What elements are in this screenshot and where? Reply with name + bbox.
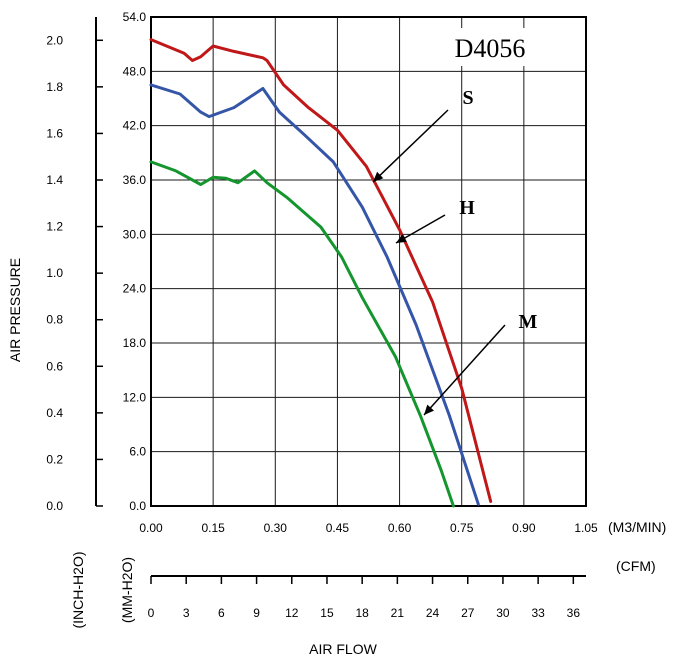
cfm-tick-label-1: 3 xyxy=(183,606,190,620)
inch-tick-label-7: 1.4 xyxy=(46,173,63,187)
mm-tick-label-7: 42.0 xyxy=(123,119,147,133)
inch-tick-label-9: 1.8 xyxy=(46,80,63,94)
series-label-h: H xyxy=(459,197,475,219)
mm-tick-label-6: 36.0 xyxy=(123,173,147,187)
cfm-tick-label-12: 36 xyxy=(567,606,581,620)
inch-tick-label-5: 1.0 xyxy=(46,266,63,280)
m3-tick-label-7: 1.05 xyxy=(574,521,598,535)
cfm-tick-label-0: 0 xyxy=(148,606,155,620)
label-arrow-line-s xyxy=(372,109,449,183)
inch-h2o-unit: (INCH-H2O) xyxy=(70,552,86,629)
mm-tick-label-4: 24.0 xyxy=(123,282,147,296)
cfm-axis-unit: (CFM) xyxy=(616,558,656,574)
inch-tick-label-4: 0.8 xyxy=(46,313,63,327)
cfm-tick-label-3: 9 xyxy=(253,606,260,620)
air-flow-title: AIR FLOW xyxy=(309,641,377,657)
cfm-tick-label-5: 15 xyxy=(320,606,334,620)
m3-tick-label-6: 0.90 xyxy=(512,521,536,535)
mm-tick-label-3: 18.0 xyxy=(123,336,147,350)
series-label-s: S xyxy=(462,87,473,109)
cfm-tick-label-11: 33 xyxy=(531,606,545,620)
mm-tick-label-2: 12.0 xyxy=(123,390,147,404)
mm-tick-label-9: 54.0 xyxy=(123,10,147,24)
label-arrow-line-m xyxy=(423,324,506,416)
inch-tick-label-3: 0.6 xyxy=(46,359,63,373)
chart-title: D4056 xyxy=(455,34,526,63)
series-label-m: M xyxy=(519,311,538,333)
label-arrow-head-h xyxy=(396,234,407,243)
m3-tick-label-4: 0.60 xyxy=(388,521,412,535)
cfm-tick-label-8: 24 xyxy=(426,606,440,620)
air-pressure-title: AIR PRESSURE xyxy=(7,258,23,362)
series-line-h xyxy=(149,83,480,506)
inch-tick-label-6: 1.2 xyxy=(46,220,63,234)
mm-tick-label-1: 6.0 xyxy=(129,445,146,459)
cfm-tick-label-10: 30 xyxy=(496,606,510,620)
mm-tick-label-8: 48.0 xyxy=(123,64,147,78)
m3-tick-label-2: 0.30 xyxy=(264,521,288,535)
cfm-tick-label-4: 12 xyxy=(285,606,299,620)
label-arrow-head-s xyxy=(373,171,384,182)
m3-tick-label-0: 0.00 xyxy=(139,521,163,535)
inch-tick-label-8: 1.6 xyxy=(46,126,63,140)
label-arrow-head-m xyxy=(424,404,434,415)
inch-tick-label-1: 0.2 xyxy=(46,452,63,466)
cfm-tick-label-9: 27 xyxy=(461,606,475,620)
inch-tick-label-2: 0.4 xyxy=(46,406,63,420)
mm-tick-label-0: 0.0 xyxy=(129,499,146,513)
cfm-tick-label-7: 21 xyxy=(391,606,405,620)
m3-tick-label-3: 0.45 xyxy=(326,521,350,535)
plot-frame xyxy=(150,16,587,507)
inch-tick-label-0: 0.0 xyxy=(46,499,63,513)
mm-h2o-unit: (MM-H2O) xyxy=(119,557,135,623)
m3-axis-unit: (M3/MIN) xyxy=(608,519,666,535)
series-line-m xyxy=(149,160,455,508)
title-backdrop xyxy=(437,28,542,66)
cfm-tick-label-6: 18 xyxy=(355,606,369,620)
cfm-tick-label-2: 6 xyxy=(218,606,225,620)
mm-tick-label-5: 30.0 xyxy=(123,227,147,241)
m3-tick-label-1: 0.15 xyxy=(201,521,225,535)
inch-tick-label-10: 2.0 xyxy=(46,33,63,47)
series-line-s xyxy=(149,38,493,503)
m3-tick-label-5: 0.75 xyxy=(450,521,474,535)
